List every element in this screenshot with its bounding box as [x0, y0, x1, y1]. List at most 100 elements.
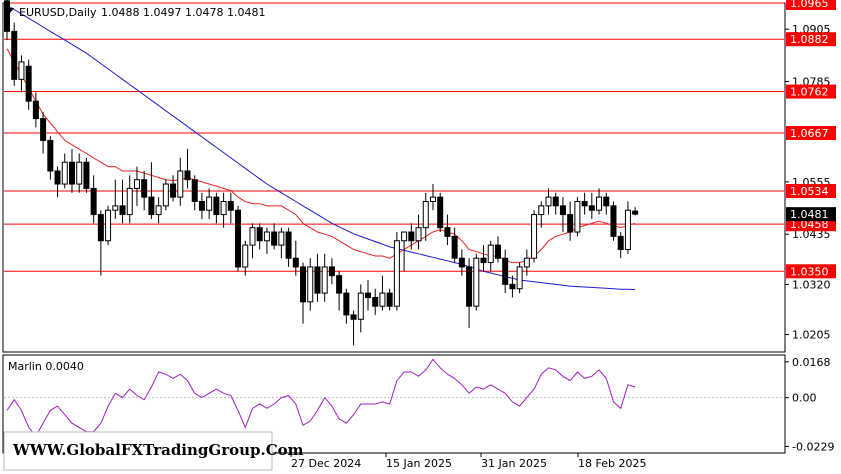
candle-body-35 [256, 227, 263, 242]
candle-body-51 [372, 296, 379, 307]
candle-body-71 [516, 266, 523, 290]
candle-body-47 [343, 292, 350, 316]
level-label: 1.0667 [790, 127, 829, 140]
candle-body-50 [365, 292, 371, 298]
candle-body-79 [574, 200, 581, 233]
candle-body-2 [18, 61, 25, 80]
candle-body-61 [444, 227, 451, 237]
candle-body-26 [191, 179, 198, 202]
level-label: 1.0458 [790, 218, 829, 231]
candle-body-33 [242, 244, 249, 268]
oscillator-layer [4, 358, 784, 437]
indicator-pane-frame [2, 354, 786, 454]
candle-body-82 [596, 196, 603, 211]
candle-body-81 [588, 205, 595, 211]
candle-body-55 [401, 231, 408, 242]
osc-tick-label: -0.0229 [792, 440, 834, 453]
candle-body-27 [198, 200, 205, 211]
candle-body-84 [610, 205, 617, 237]
candle-body-42 [307, 266, 314, 303]
candle-body-5 [40, 118, 47, 141]
candle-body-36 [263, 231, 270, 242]
candle-body-15 [112, 205, 119, 211]
candle-body-70 [509, 283, 516, 290]
candle-body-17 [126, 187, 133, 216]
candle-body-77 [559, 205, 566, 216]
candle-body-19 [141, 179, 148, 198]
candle-body-74 [538, 205, 545, 216]
oscillator-line [6, 358, 636, 437]
time-tick-label: 15 Jan 2025 [386, 457, 452, 470]
candle-body-8 [61, 161, 68, 185]
candle-body-12 [90, 187, 97, 216]
candle-body-73 [531, 214, 538, 259]
level-label: 1.0350 [790, 265, 829, 278]
candle-body-37 [271, 231, 278, 246]
candle-body-65 [473, 257, 480, 307]
level-label: 1.0762 [790, 86, 829, 99]
candle-body-76 [552, 196, 559, 207]
price-tick-label: 1.0435 [792, 228, 831, 241]
candle-body-0 [4, 0, 10, 32]
candle-body-86 [624, 209, 631, 250]
candle-body-56 [408, 231, 415, 242]
level-label-bg-6 [786, 264, 836, 279]
axis-layer: 1.09051.07851.05551.04351.03201.02050.01… [290, 0, 836, 470]
indicator-label: Marlin 0.0040 [8, 360, 84, 373]
slow-ma-line [6, 4, 636, 291]
time-tick-label: 27 Dec 2024 [291, 457, 361, 470]
candle-body-25 [184, 170, 191, 181]
symbol-label: EURUSD,Daily [19, 6, 97, 19]
collapse-triangle-icon[interactable] [6, 8, 14, 13]
level-label: 1.0965 [790, 0, 829, 10]
candle-body-64 [466, 266, 473, 307]
candle-body-40 [292, 257, 299, 268]
candle-body-67 [487, 244, 494, 264]
level-label-bg-0 [786, 0, 836, 10]
candle-body-87 [632, 210, 639, 215]
candle-body-54 [393, 240, 400, 307]
candle-body-41 [300, 266, 307, 303]
candle-body-31 [227, 200, 234, 211]
candle-body-59 [429, 196, 436, 202]
ohlc-values: 1.0488 1.0497 1.0478 1.0481 [101, 6, 265, 19]
price-tick-label: 1.0205 [792, 329, 831, 342]
candle-body-16 [119, 205, 126, 216]
candle-body-38 [278, 231, 285, 246]
candle-body-43 [314, 266, 321, 294]
osc-tick-label: 0.0168 [792, 356, 831, 369]
candle-body-83 [603, 196, 610, 207]
candle-body-45 [328, 266, 335, 277]
time-tick-label: 18 Feb 2025 [578, 457, 646, 470]
candle-body-22 [162, 183, 169, 207]
candle-body-66 [480, 257, 487, 264]
candle-body-53 [386, 292, 393, 307]
candle-body-14 [105, 209, 112, 242]
current-price-label: 1.0481 [790, 208, 829, 221]
current-price-bg [786, 207, 836, 222]
candle-body-39 [285, 231, 292, 259]
candle-body-49 [357, 292, 364, 320]
level-label-bg-1 [786, 32, 836, 47]
candle-body-21 [155, 205, 162, 216]
levels-layer [4, 2, 784, 272]
candle-body-28 [206, 196, 213, 211]
candle-body-18 [133, 179, 140, 189]
candle-body-7 [54, 170, 61, 185]
level-label: 1.0534 [790, 185, 829, 198]
candle-body-62 [451, 235, 458, 259]
candle-body-6 [47, 139, 54, 172]
candle-body-20 [148, 196, 155, 216]
candle-body-29 [213, 196, 220, 216]
candle-body-23 [170, 183, 177, 198]
watermark-text: WWW.GlobalFXTradingGroup.Com [12, 441, 304, 459]
level-label: 1.0882 [790, 33, 829, 46]
candle-body-48 [350, 314, 357, 320]
watermark-background [3, 431, 273, 471]
level-label-bg-3 [786, 126, 836, 141]
candle-body-57 [415, 227, 422, 242]
level-label-bg-4 [786, 184, 836, 199]
candle-body-34 [249, 227, 256, 246]
time-tick-label: 31 Jan 2025 [481, 457, 547, 470]
